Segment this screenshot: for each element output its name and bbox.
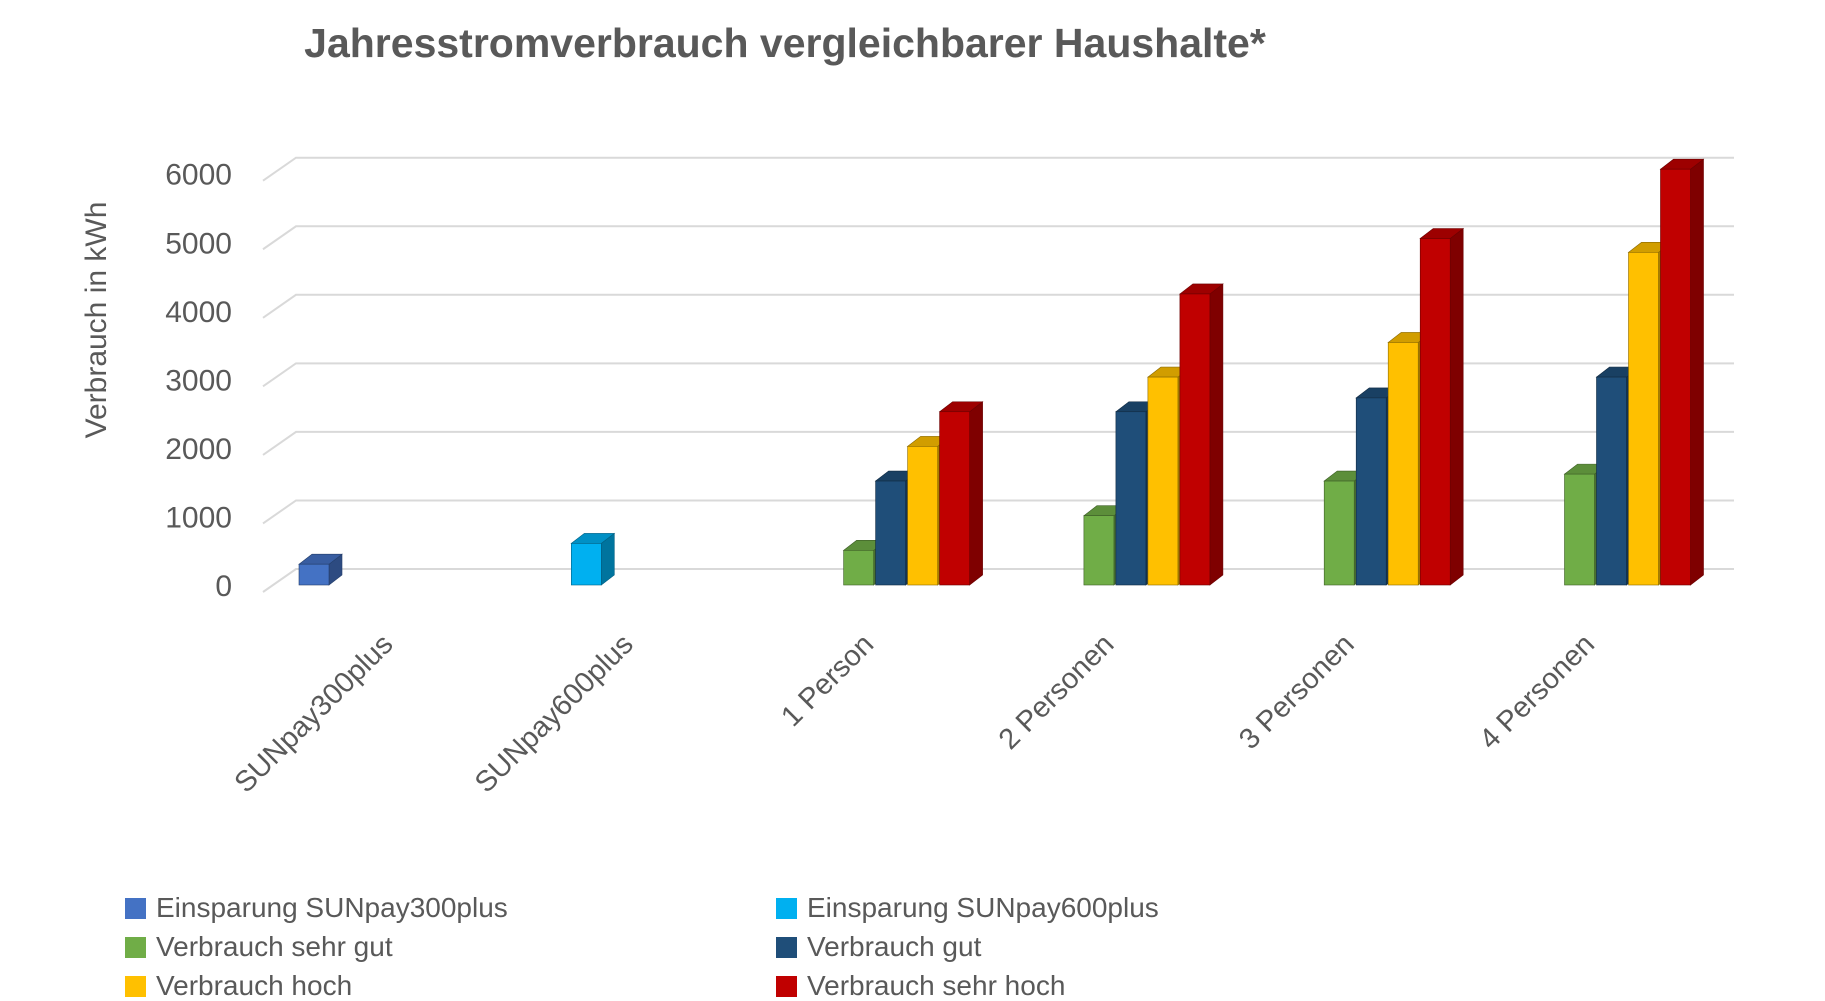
legend-label: Verbrauch sehr hoch: [807, 970, 1066, 1001]
bar-Verbrauch gut-2 Personen: [1115, 411, 1147, 586]
x-category-label-SUNpay600plus: SUNpay600plus: [469, 628, 640, 799]
legend-swatch-verbrauch-sehr-gut: [125, 936, 146, 958]
legend-item: Verbrauch hoch: [125, 970, 353, 1001]
bar-Einsparung SUNpay300plus-SUNpay300plus: [298, 563, 330, 586]
y-tick-label-6000: 6000: [165, 159, 232, 192]
x-category-label-2 Personen: 2 Personen: [993, 628, 1121, 756]
chart-title: Jahresstromverbrauch vergleichbarer Haus…: [304, 20, 1266, 66]
x-category-label-4 Personen: 4 Personen: [1473, 628, 1601, 756]
legend-swatch-einsparung-sunpay300plus: [125, 897, 146, 919]
bar-Verbrauch hoch-1 Person: [907, 446, 938, 586]
legend-item: Verbrauch sehr hoch: [776, 970, 1066, 1001]
bar-Verbrauch hoch-4 Personen: [1628, 252, 1659, 586]
gridline-0: [262, 568, 1734, 593]
legend-label: Verbrauch gut: [807, 931, 982, 962]
bar-Verbrauch sehr hoch-3 Personen: [1419, 238, 1451, 586]
bar-Verbrauch gut-1 Person: [875, 480, 906, 586]
gridline-6000: [262, 156, 1734, 182]
legend-item: Einsparung SUNpay300plus: [125, 892, 508, 923]
gridline-1000: [262, 499, 1734, 525]
x-category-label-1 Person: 1 Person: [775, 628, 880, 733]
legend-item: Verbrauch gut: [776, 931, 982, 962]
bar-Verbrauch sehr gut-4 Personen: [1564, 473, 1595, 586]
legend-swatch-einsparung-sunpay600plus: [776, 897, 797, 919]
bar-side-Verbrauch sehr hoch-1 Person: [969, 401, 983, 586]
bar-Verbrauch sehr hoch-4 Personen: [1660, 168, 1691, 586]
gridline-4000: [262, 293, 1734, 319]
gridline-3000: [262, 362, 1734, 388]
bar-Einsparung SUNpay600plus-SUNpay600plus: [570, 543, 602, 586]
legend-label: Einsparung SUNpay300plus: [156, 892, 508, 923]
bar-Verbrauch hoch-2 Personen: [1147, 376, 1179, 586]
bar-side-Verbrauch sehr hoch-4 Personen: [1690, 158, 1704, 586]
bar-side-Verbrauch sehr hoch-2 Personen: [1209, 283, 1224, 586]
legend-swatch-verbrauch-hoch: [125, 975, 146, 997]
legend-label: Verbrauch sehr gut: [156, 931, 393, 962]
bar-Verbrauch gut-3 Personen: [1355, 397, 1387, 586]
y-tick-label-3000: 3000: [165, 364, 232, 397]
legend-swatch-verbrauch-gut: [776, 936, 797, 958]
bar-Verbrauch sehr hoch-2 Personen: [1179, 293, 1211, 586]
gridline-5000: [262, 225, 1734, 251]
y-tick-label-1000: 1000: [165, 501, 232, 534]
legend-item: Einsparung SUNpay600plus: [776, 892, 1159, 923]
legend-item: Verbrauch sehr gut: [125, 931, 393, 962]
bar-Verbrauch sehr gut-2 Personen: [1083, 515, 1115, 586]
bar-Verbrauch sehr gut-1 Person: [843, 550, 874, 586]
y-tick-label-0: 0: [215, 570, 232, 603]
bar-Verbrauch gut-4 Personen: [1596, 376, 1627, 586]
x-category-label-3 Personen: 3 Personen: [1233, 628, 1361, 756]
legend-label: Verbrauch hoch: [156, 970, 353, 1001]
bar-side-Verbrauch sehr hoch-3 Personen: [1449, 227, 1464, 586]
legend-swatch-verbrauch-sehr-hoch: [776, 975, 797, 997]
bar-Verbrauch hoch-3 Personen: [1387, 342, 1419, 586]
legend-label: Einsparung SUNpay600plus: [807, 892, 1159, 923]
bar-Verbrauch sehr hoch-1 Person: [939, 411, 970, 586]
y-tick-label-4000: 4000: [165, 296, 232, 329]
x-category-label-SUNpay300plus: SUNpay300plus: [229, 628, 400, 799]
y-tick-label-5000: 5000: [165, 227, 232, 260]
y-tick-label-2000: 2000: [165, 433, 232, 466]
bar-Verbrauch sehr gut-3 Personen: [1323, 480, 1355, 586]
gridline-2000: [262, 430, 1734, 456]
